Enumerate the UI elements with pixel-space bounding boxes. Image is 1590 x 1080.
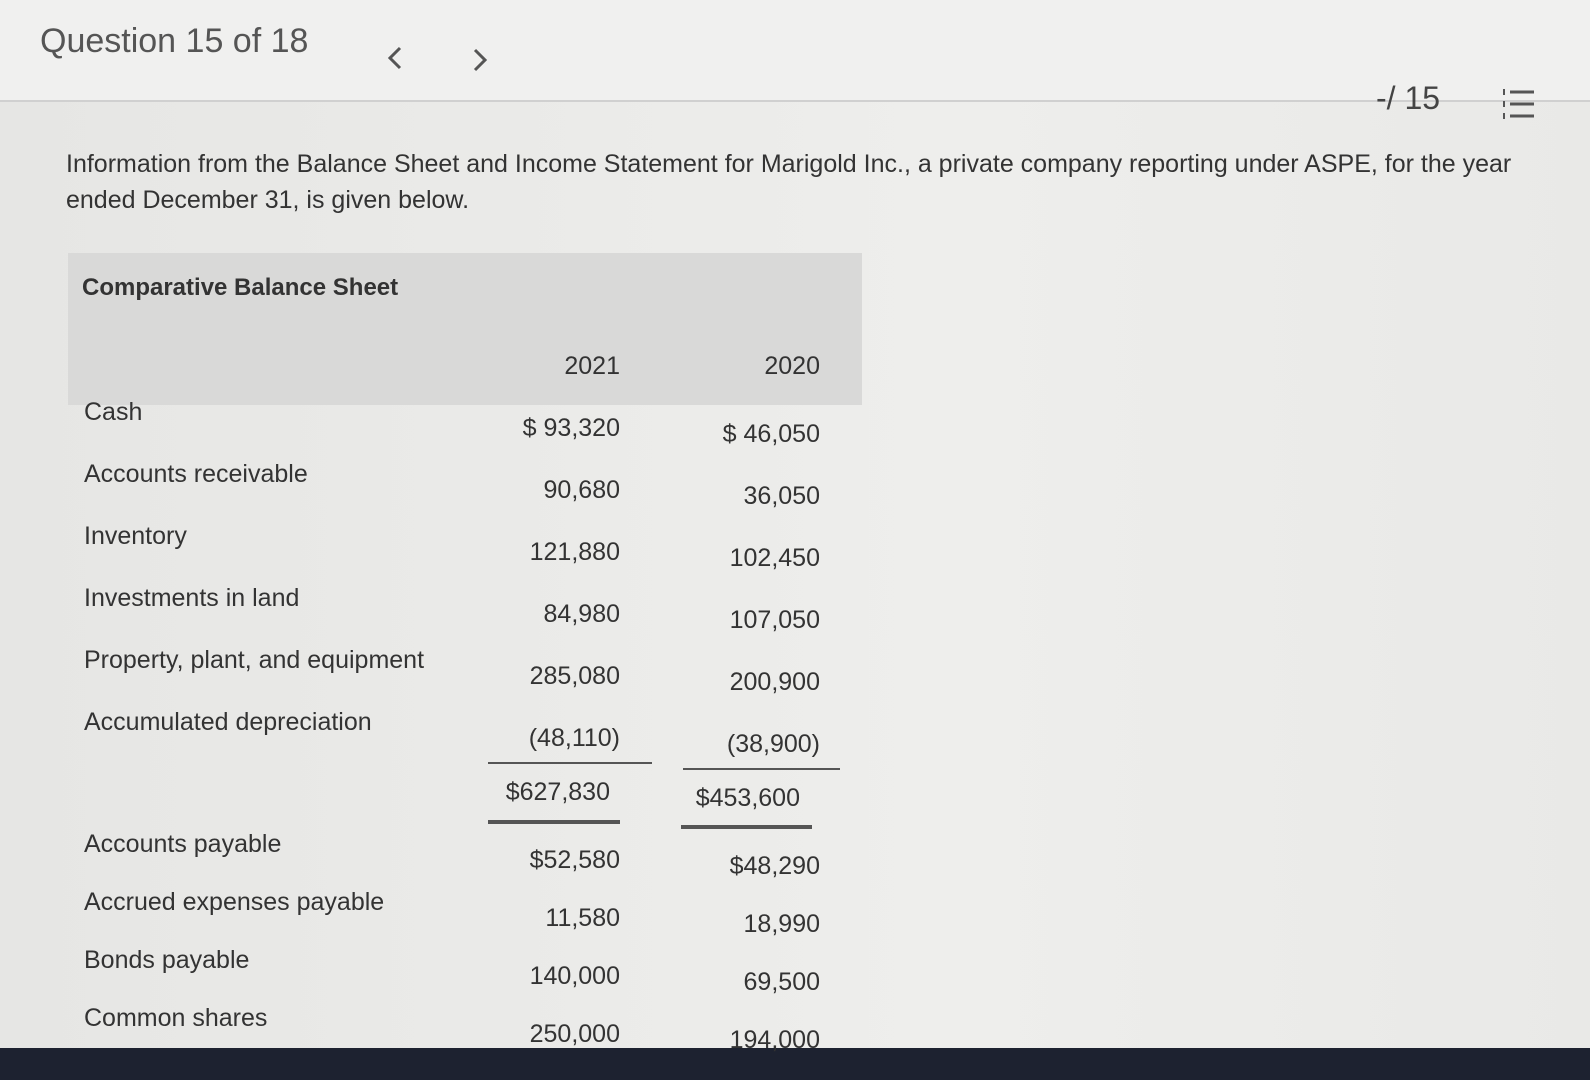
cell: 250,000 — [529, 1020, 620, 1048]
cell: 36,050 — [743, 482, 820, 510]
next-arrow[interactable] — [473, 48, 488, 72]
row-label: Accrued expenses payable — [84, 888, 385, 916]
total-cell: $453,600 — [695, 784, 800, 812]
cell: $52,580 — [529, 846, 620, 874]
cell: 107,050 — [729, 606, 820, 634]
cell: $48,290 — [729, 852, 820, 880]
score: -/ 15 — [1376, 80, 1441, 116]
row-label: Common shares — [84, 1004, 268, 1032]
cell: 90,680 — [543, 476, 620, 504]
prev-arrow[interactable] — [387, 46, 402, 70]
cell: (48,110) — [528, 724, 620, 752]
cell: 194,000 — [729, 1026, 820, 1054]
column-header: 2020 — [764, 352, 820, 380]
column-header: 2021 — [564, 352, 620, 380]
row-label: Inventory — [84, 522, 187, 550]
question-counter: Question 15 of 18 — [40, 22, 309, 60]
cell: 11,580 — [545, 904, 620, 932]
row-label: Bonds payable — [84, 946, 250, 974]
cell: $ 46,050 — [722, 420, 820, 448]
total-cell: $627,830 — [505, 778, 610, 806]
bottom-bar — [0, 1048, 1590, 1080]
cell: $ 93,320 — [522, 414, 620, 442]
table-title: Comparative Balance Sheet — [82, 274, 399, 301]
cell: (38,900) — [726, 730, 820, 758]
cell: 18,990 — [743, 910, 820, 938]
intro-text: Information from the Balance Sheet and I… — [66, 150, 1512, 214]
nav-arrows[interactable] — [380, 40, 500, 80]
cell: 200,900 — [729, 668, 820, 696]
cell: 84,980 — [543, 600, 620, 628]
underline — [488, 762, 652, 764]
row-label: Accounts receivable — [84, 460, 308, 488]
double-underline — [488, 820, 620, 824]
underline — [683, 768, 840, 770]
row-label: Property, plant, and equipment — [84, 646, 425, 674]
cell: 102,450 — [729, 544, 820, 572]
cell: 69,500 — [743, 968, 820, 996]
row-label: Accumulated depreciation — [84, 708, 372, 736]
row-label: Accounts payable — [84, 830, 282, 858]
table-header — [68, 253, 862, 405]
divider — [0, 100, 1590, 102]
row-label: Investments in land — [84, 584, 300, 612]
top-bar — [0, 0, 1590, 100]
double-underline — [681, 825, 812, 829]
cell: 121,880 — [529, 538, 620, 566]
row-label: Cash — [84, 398, 143, 426]
cell: 285,080 — [529, 662, 620, 690]
list-icon[interactable] — [1500, 86, 1540, 122]
cell: 140,000 — [529, 962, 620, 990]
